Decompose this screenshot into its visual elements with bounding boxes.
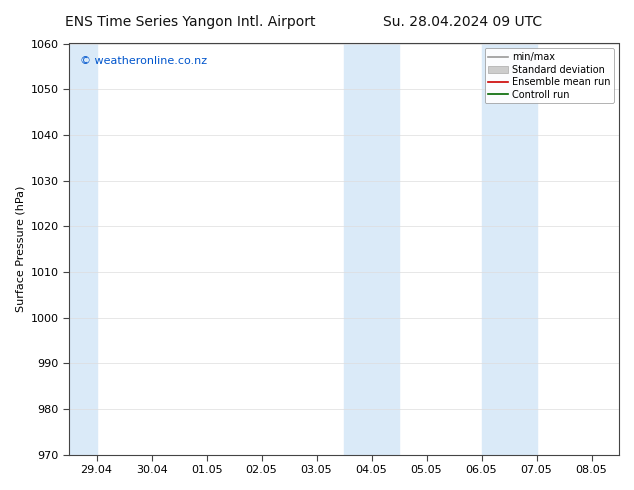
Text: © weatheronline.co.nz: © weatheronline.co.nz [80, 56, 207, 66]
Bar [69, 44, 96, 455]
Text: Su. 28.04.2024 09 UTC: Su. 28.04.2024 09 UTC [384, 15, 542, 29]
Legend: min/max, Standard deviation, Ensemble mean run, Controll run: min/max, Standard deviation, Ensemble me… [484, 49, 614, 103]
Bar [482, 44, 536, 455]
Text: ENS Time Series Yangon Intl. Airport: ENS Time Series Yangon Intl. Airport [65, 15, 316, 29]
Y-axis label: Surface Pressure (hPa): Surface Pressure (hPa) [15, 186, 25, 312]
Bar [344, 44, 399, 455]
